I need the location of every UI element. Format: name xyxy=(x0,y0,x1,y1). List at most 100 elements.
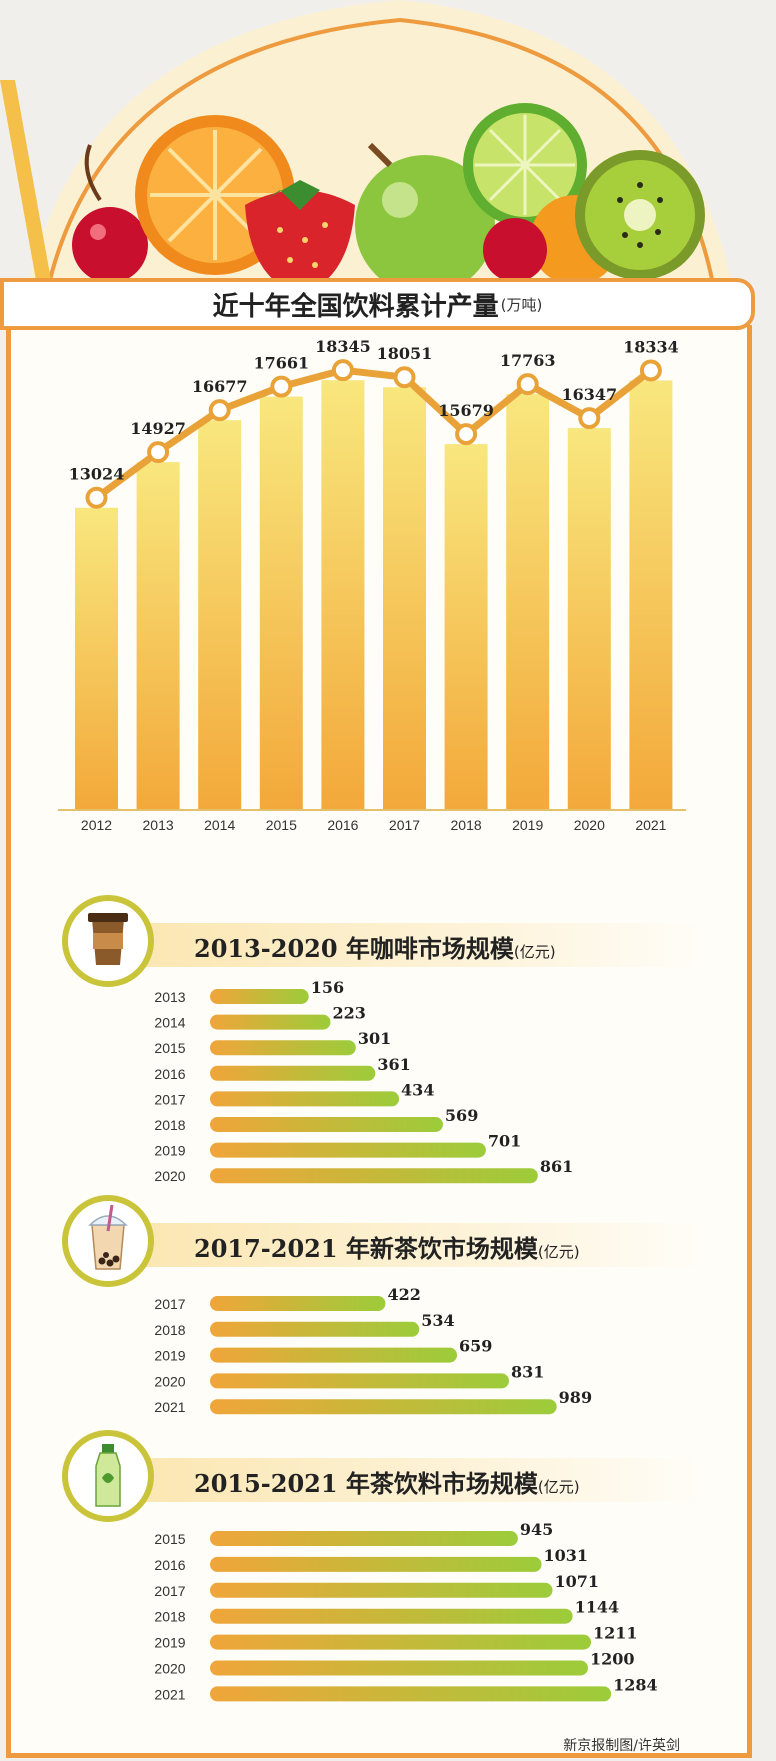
value-label-2012: 13024 xyxy=(69,465,125,484)
value-label-2021: 18334 xyxy=(623,337,679,356)
hbar-1-2017 xyxy=(210,1091,400,1107)
hbar-value-3-2016: 1031 xyxy=(544,1546,589,1565)
point-2012 xyxy=(85,486,108,509)
value-label-2018: 15679 xyxy=(438,401,494,420)
coffee-section-header: 2013-2020 年咖啡市场规模(亿元) xyxy=(62,895,702,995)
cherry-icon xyxy=(72,144,148,283)
teadrink-section-header: 2015-2021 年茶饮料市场规模(亿元) xyxy=(62,1430,702,1530)
newtea-section-header: 2017-2021 年新茶饮市场规模(亿元) xyxy=(62,1195,702,1295)
hbar-value-1-2019: 701 xyxy=(488,1132,521,1151)
hbar-tick-1-2018: 2018 xyxy=(154,1117,185,1133)
straw-icon xyxy=(0,80,60,330)
hbar-tick-1-2014: 2014 xyxy=(154,1015,185,1031)
apple-icon xyxy=(355,142,495,295)
hbar-value-1-2013: 156 xyxy=(311,978,344,997)
hbar-value-1-2015: 301 xyxy=(358,1029,391,1048)
tick-label-2019: 2019 xyxy=(512,817,543,833)
value-label-2015: 17661 xyxy=(253,354,309,373)
hbar-tick-2-2017: 2017 xyxy=(154,1296,185,1312)
hbar-tick-1-2016: 2016 xyxy=(154,1066,185,1082)
cherry-small-icon xyxy=(483,218,547,282)
newtea-icon-circle xyxy=(62,1195,154,1287)
hbar-1-2019 xyxy=(210,1142,486,1158)
coffee-cup-icon xyxy=(88,913,128,965)
coffee-title-band xyxy=(122,923,702,967)
bar-2020 xyxy=(567,428,611,810)
hbar-value-1-2016: 361 xyxy=(377,1055,410,1074)
bar-2015 xyxy=(259,396,303,810)
hbar-tick-1-2015: 2015 xyxy=(154,1040,185,1056)
point-2019 xyxy=(516,373,539,396)
hbar-2-2018 xyxy=(210,1321,420,1337)
tick-label-2012: 2012 xyxy=(81,817,112,833)
bar-2019 xyxy=(506,394,550,810)
bubble-tea-icon xyxy=(88,1204,128,1270)
main-chart-title: 近十年全国饮料累计产量 xyxy=(212,291,499,322)
bar-2021 xyxy=(629,380,673,810)
tick-label-2013: 2013 xyxy=(143,817,174,833)
coffee-chart-title: 2013-2020 年咖啡市场规模(亿元) xyxy=(194,934,556,963)
strawberry-icon xyxy=(245,180,355,295)
hbar-tick-3-2017: 2017 xyxy=(154,1583,185,1599)
hbar-tick-2-2020: 2020 xyxy=(154,1373,185,1389)
hbar-value-1-2020: 861 xyxy=(540,1157,573,1176)
value-label-2020: 16347 xyxy=(561,385,617,404)
tick-label-2017: 2017 xyxy=(389,817,420,833)
hbar-3-2021 xyxy=(210,1686,612,1702)
point-2015 xyxy=(270,375,293,398)
credit-text: 新京报制图/许英剑 xyxy=(563,1738,680,1754)
hbar-value-3-2021: 1284 xyxy=(613,1675,658,1694)
hbar-value-2-2021: 989 xyxy=(559,1388,592,1407)
teadrink-chart-title: 2015-2021 年茶饮料市场规模(亿元) xyxy=(194,1469,580,1498)
main-title-bar: 近十年全国饮料累计产量 (万吨) xyxy=(0,278,755,330)
hbar-3-2017 xyxy=(210,1582,553,1598)
hbar-value-3-2015: 945 xyxy=(520,1520,553,1539)
hbar-1-2013 xyxy=(210,989,309,1004)
hbar-1-2015 xyxy=(210,1040,356,1056)
tick-label-2014: 2014 xyxy=(204,817,235,833)
tick-label-2020: 2020 xyxy=(574,817,605,833)
hbar-tick-3-2018: 2018 xyxy=(154,1609,185,1625)
coffee-icon-circle xyxy=(62,895,154,987)
value-label-2016: 18345 xyxy=(315,337,371,356)
hbar-3-2016 xyxy=(210,1556,542,1572)
point-2016 xyxy=(331,359,354,382)
newtea-chart-title: 2017-2021 年新茶饮市场规模(亿元) xyxy=(194,1234,580,1263)
hbar-tick-1-2020: 2020 xyxy=(154,1168,185,1184)
hbar-tick-3-2019: 2019 xyxy=(154,1635,185,1651)
bar-2013 xyxy=(136,462,180,810)
chart-card xyxy=(6,325,752,1758)
hbar-value-2-2019: 659 xyxy=(459,1337,492,1356)
hbar-3-2019 xyxy=(210,1634,592,1650)
hbar-tick-3-2016: 2016 xyxy=(154,1557,185,1573)
hbar-3-2020 xyxy=(210,1660,588,1676)
hbar-tick-2-2019: 2019 xyxy=(154,1348,185,1364)
hbar-tick-3-2021: 2021 xyxy=(154,1686,185,1702)
hbar-2-2019 xyxy=(210,1347,458,1363)
hbar-value-1-2018: 569 xyxy=(445,1106,478,1125)
kiwi-icon xyxy=(575,150,705,280)
hbar-value-2-2017: 422 xyxy=(387,1285,420,1304)
hbar-tick-2-2021: 2021 xyxy=(154,1399,185,1415)
trend-line xyxy=(94,366,654,501)
hbar-tick-1-2013: 2013 xyxy=(154,989,185,1005)
hbar-value-1-2014: 223 xyxy=(332,1004,365,1023)
hbar-value-2-2020: 831 xyxy=(511,1362,544,1381)
bar-2014 xyxy=(198,420,242,810)
tick-label-2018: 2018 xyxy=(451,817,482,833)
hbar-3-2018 xyxy=(210,1608,573,1624)
hbar-2-2021 xyxy=(210,1399,557,1415)
hbar-tick-1-2019: 2019 xyxy=(154,1143,185,1159)
value-label-2014: 16677 xyxy=(192,377,248,396)
hbar-value-3-2018: 1144 xyxy=(575,1598,620,1617)
bar-2012 xyxy=(75,507,118,810)
hbar-1-2014 xyxy=(210,1014,331,1030)
bar-2017 xyxy=(383,387,426,810)
point-2014 xyxy=(208,399,231,422)
tick-label-2015: 2015 xyxy=(266,817,297,833)
hbar-tick-3-2020: 2020 xyxy=(154,1661,185,1677)
production-bar-chart: 13024 14927 16677 17661 18345 18051 15679 17763… xyxy=(58,337,686,833)
hbar-value-3-2019: 1211 xyxy=(593,1624,638,1643)
hbar-tick-1-2017: 2017 xyxy=(154,1091,185,1107)
